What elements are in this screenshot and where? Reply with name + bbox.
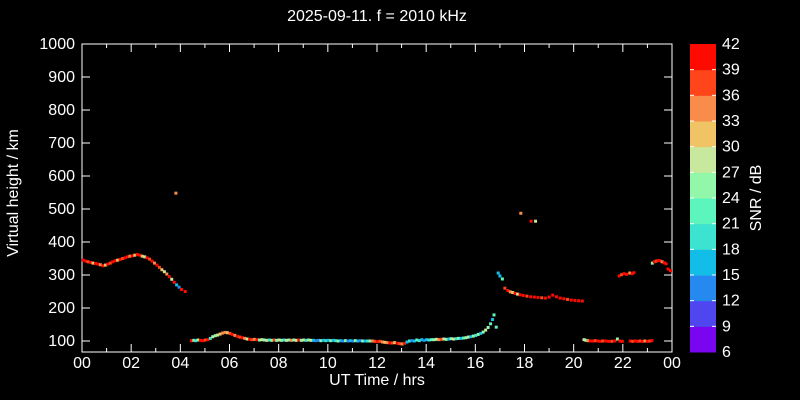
svg-text:00: 00 [663,355,681,372]
svg-text:700: 700 [48,135,75,152]
svg-text:36: 36 [722,87,740,104]
svg-text:21: 21 [722,216,740,233]
svg-text:16: 16 [466,355,484,372]
svg-text:08: 08 [270,355,288,372]
colorbar [690,44,716,353]
y-axis-ticks [82,43,672,342]
svg-text:400: 400 [48,234,75,251]
svg-text:10: 10 [319,355,337,372]
x-axis-title: UT Time / hrs [329,372,425,389]
svg-text:39: 39 [722,62,740,79]
svg-text:22: 22 [614,355,632,372]
svg-text:9: 9 [722,318,731,335]
svg-text:20: 20 [565,355,583,372]
svg-text:00: 00 [73,355,91,372]
svg-text:30: 30 [722,139,740,156]
scatter-points [81,191,673,346]
colorbar-tick-labels: 42 39 36 33 30 27 24 21 18 15 12 9 6 [722,36,740,361]
svg-text:600: 600 [48,168,75,185]
svg-text:33: 33 [722,113,740,130]
svg-text:06: 06 [221,355,239,372]
svg-text:42: 42 [722,36,740,53]
svg-text:24: 24 [722,190,740,207]
svg-text:6: 6 [722,344,731,361]
svg-text:900: 900 [48,69,75,86]
x-axis-tick-labels: 00 02 04 06 08 10 12 14 16 18 20 22 00 [73,355,681,372]
svg-text:300: 300 [48,267,75,284]
svg-text:18: 18 [516,355,534,372]
svg-text:27: 27 [722,164,740,181]
svg-text:15: 15 [722,267,740,284]
svg-text:100: 100 [48,333,75,350]
svg-text:500: 500 [48,201,75,218]
svg-text:800: 800 [48,102,75,119]
y-axis-tick-labels: 1000 900 800 700 600 500 400 300 200 100 [39,36,75,350]
svg-text:18: 18 [722,241,740,258]
svg-text:12: 12 [722,293,740,310]
x-axis-ticks [81,44,673,352]
plot-border [81,43,673,353]
svg-text:12: 12 [368,355,386,372]
svg-text:1000: 1000 [39,36,75,53]
chart-title: 2025-09-11. f = 2010 kHz [287,8,467,25]
svg-text:02: 02 [122,355,140,372]
svg-text:04: 04 [171,355,189,372]
svg-text:200: 200 [48,300,75,317]
svg-text:14: 14 [417,355,435,372]
